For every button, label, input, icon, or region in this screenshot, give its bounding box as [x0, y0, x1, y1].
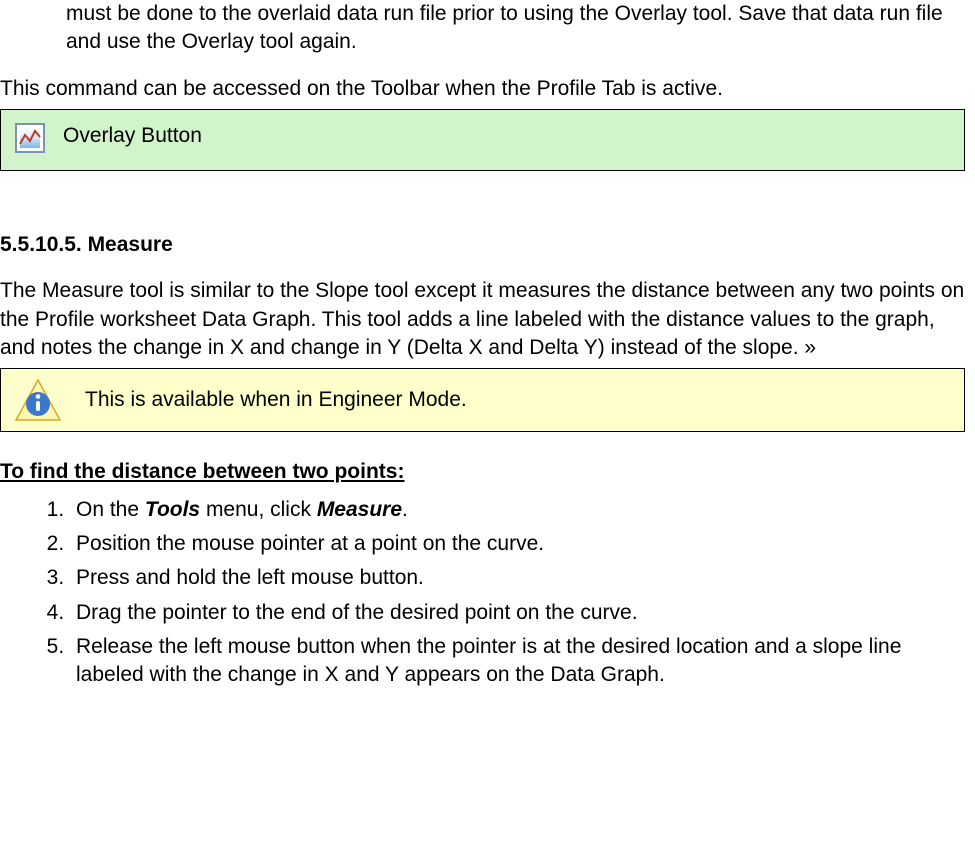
intro-partial-paragraph: must be done to the overlaid data run fi… [66, 0, 965, 57]
procedure-title-text: To find the distance between two points: [0, 460, 404, 483]
list-item: Drag the pointer to the end of the desir… [70, 596, 975, 630]
overlay-button-box-wrapper: Overlay Button [0, 109, 965, 171]
overlay-button-label: Overlay Button [63, 120, 202, 150]
info-box-wrapper: This is available when in Engineer Mode. [0, 368, 965, 432]
list-item: Release the left mouse button when the p… [70, 630, 975, 693]
overlay-icon [15, 123, 45, 153]
list-item: Press and hold the left mouse button. [70, 561, 975, 595]
section-heading-text: 5.5.10.5. Measure [0, 233, 173, 256]
list-item: Position the mouse pointer at a point on… [70, 527, 975, 561]
list-item: On the Tools menu, click Measure. [70, 493, 975, 527]
menu-measure: Measure [317, 498, 402, 521]
menu-tools: Tools [145, 498, 200, 521]
access-note: This command can be accessed on the Tool… [0, 75, 965, 103]
intro-text: must be done to the overlaid data run fi… [66, 2, 943, 53]
info-box: This is available when in Engineer Mode. [0, 368, 965, 432]
overlay-button-box: Overlay Button [0, 109, 965, 171]
info-box-text: This is available when in Engineer Mode. [85, 386, 467, 414]
info-icon [15, 379, 61, 421]
section-body: The Measure tool is similar to the Slope… [0, 277, 965, 362]
section-body-text: The Measure tool is similar to the Slope… [0, 279, 964, 359]
procedure-steps: On the Tools menu, click Measure. Positi… [0, 493, 975, 693]
access-note-text: This command can be accessed on the Tool… [0, 77, 723, 100]
procedure-title: To find the distance between two points: [0, 458, 965, 486]
section-heading: 5.5.10.5. Measure [0, 231, 965, 259]
overlay-chart-icon [19, 127, 41, 149]
